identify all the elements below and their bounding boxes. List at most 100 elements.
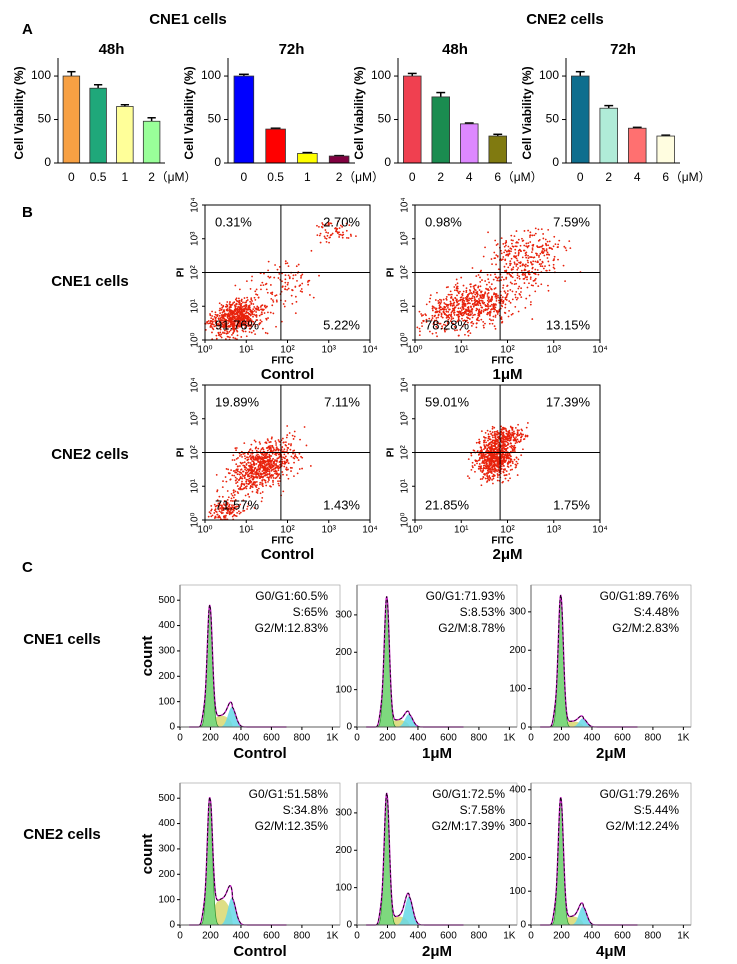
event-dot — [461, 311, 464, 314]
event-dot — [301, 273, 304, 276]
event-dot — [531, 247, 534, 250]
event-dot — [429, 294, 432, 297]
y-tick-label: 10⁴ — [190, 377, 201, 392]
event-dot — [240, 298, 243, 301]
event-dot — [278, 484, 280, 487]
event-dot — [476, 294, 479, 297]
event-dot — [248, 464, 251, 467]
event-dot — [496, 461, 499, 464]
event-dot — [470, 454, 473, 457]
x-tick-label: 200 — [202, 931, 219, 942]
event-dot — [486, 308, 489, 311]
event-dot — [242, 510, 245, 512]
event-dot — [457, 316, 460, 319]
event-dot — [226, 319, 229, 322]
event-dot — [486, 459, 489, 462]
event-dot — [239, 314, 242, 316]
event-dot — [236, 334, 239, 337]
event-dot — [329, 236, 331, 239]
x-tick-label: 10⁰ — [197, 525, 212, 536]
event-dot — [491, 456, 494, 459]
event-dot — [492, 445, 495, 448]
event-dot — [503, 450, 506, 453]
event-dot — [222, 506, 225, 509]
event-dot — [502, 278, 505, 281]
event-dot — [212, 323, 215, 326]
event-dot — [485, 465, 488, 468]
event-dot — [500, 437, 503, 440]
y-axis-label: PI — [386, 448, 397, 458]
event-dot — [509, 260, 512, 263]
event-dot — [515, 298, 518, 301]
event-dot — [225, 503, 228, 506]
event-dot — [448, 308, 450, 311]
event-dot — [545, 244, 548, 247]
event-dot — [509, 460, 512, 463]
g0g1-area — [366, 596, 434, 728]
event-dot — [506, 285, 508, 287]
x-tick-label: 10³ — [547, 345, 562, 356]
x-tick-label: 10¹ — [454, 345, 469, 356]
event-dot — [235, 457, 238, 460]
event-dot — [232, 322, 235, 325]
event-dot — [228, 336, 231, 339]
event-dot — [210, 326, 213, 328]
event-dot — [484, 291, 487, 294]
event-dot — [471, 465, 474, 467]
event-dot — [526, 286, 529, 289]
event-dot — [283, 448, 286, 451]
event-dot — [248, 331, 251, 333]
event-dot — [486, 477, 489, 480]
event-dot — [480, 430, 483, 433]
event-dot — [288, 277, 291, 280]
event-dot — [475, 304, 478, 306]
y-tick-label: 300 — [335, 808, 352, 819]
event-dot — [514, 466, 517, 469]
event-dot — [471, 461, 474, 464]
event-dot — [263, 312, 266, 314]
event-dot — [492, 477, 495, 480]
event-dot — [256, 484, 258, 487]
event-dot — [245, 301, 247, 304]
event-dot — [244, 317, 247, 320]
event-dot — [511, 468, 514, 471]
phase-percent: S:5.44% — [634, 803, 680, 817]
event-dot — [209, 313, 211, 315]
event-dot — [258, 455, 261, 458]
event-dot — [494, 467, 497, 470]
event-dot — [236, 310, 239, 313]
x-tick-label: 0 — [354, 733, 360, 744]
plot-caption: 2μM — [422, 943, 452, 960]
event-dot — [524, 434, 527, 437]
event-dot — [515, 456, 518, 459]
x-tick-label: 10² — [500, 345, 515, 356]
x-tick-label: 200 — [202, 733, 219, 744]
event-dot — [482, 476, 485, 479]
event-dot — [267, 275, 270, 278]
event-dot — [503, 270, 506, 272]
event-dot — [238, 315, 241, 318]
event-dot — [439, 322, 442, 325]
phase-percent: G2/M:2.83% — [612, 621, 679, 635]
event-dot — [248, 304, 251, 307]
event-dot — [215, 316, 217, 319]
event-dot — [443, 323, 445, 326]
bar — [116, 106, 134, 164]
event-dot — [520, 291, 522, 293]
event-dot — [474, 300, 477, 303]
event-dot — [284, 262, 287, 265]
event-dot — [462, 298, 464, 301]
y-tick-label: 10³ — [400, 411, 411, 426]
event-dot — [242, 330, 245, 333]
phase-percent: G0/G1:60.5% — [255, 589, 328, 603]
x-tick-label: 0 — [577, 170, 584, 184]
event-dot — [526, 422, 529, 424]
event-dot — [281, 437, 284, 440]
event-dot — [336, 231, 339, 234]
event-dot — [218, 314, 221, 317]
event-dot — [479, 285, 482, 288]
y-tick-label: 0 — [346, 722, 352, 733]
event-dot — [476, 460, 479, 463]
event-dot — [490, 453, 493, 456]
event-dot — [536, 254, 538, 257]
